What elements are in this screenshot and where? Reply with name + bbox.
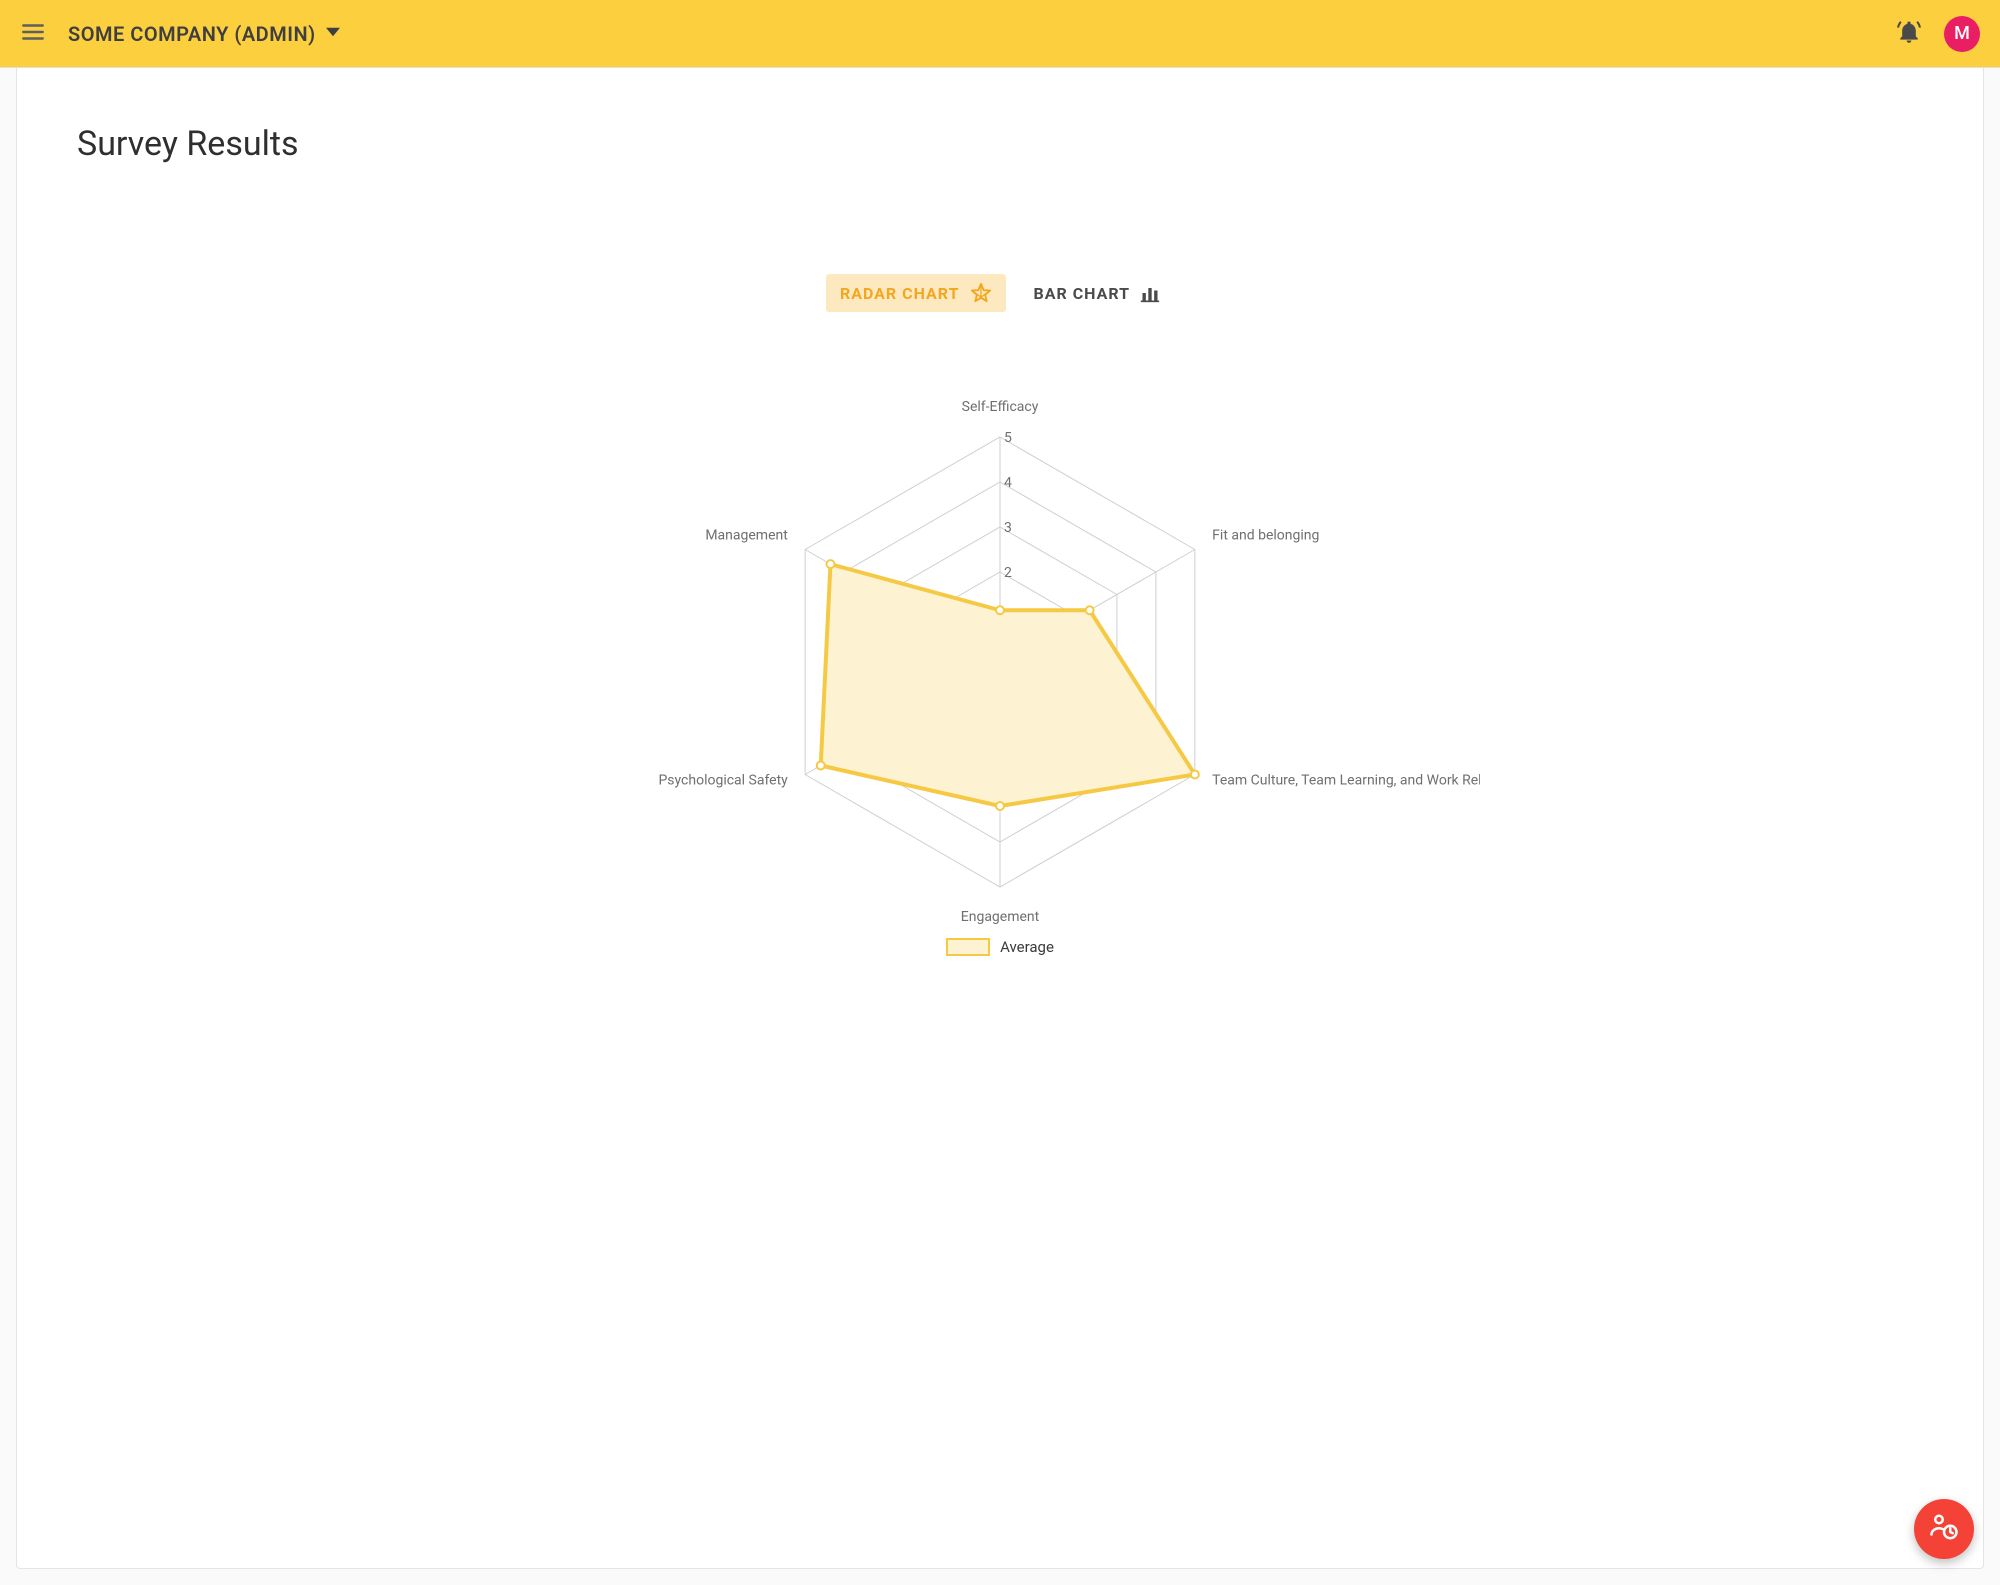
chart-type-tabs: RADAR CHART BAR CHART [77,274,1923,312]
svg-text:4: 4 [1004,475,1012,491]
tab-bar-label: BAR CHART [1034,284,1131,303]
svg-text:5: 5 [1004,430,1012,446]
svg-text:Team Culture, Team Learning, a: Team Culture, Team Learning, and Work Re… [1212,773,1480,789]
tab-radar-label: RADAR CHART [840,284,960,303]
chevron-down-icon [326,24,340,43]
radar-chart: 2 3 4 5 Self-Efficacy Fit and belonging Team C… [520,382,1480,932]
bar-chart-icon [1140,283,1160,303]
svg-text:Psychological Safety: Psychological Safety [658,773,788,789]
legend-label: Average [1000,938,1054,956]
legend-swatch [946,938,990,956]
company-picker[interactable]: SOME COMPANY (ADMIN) [68,22,340,46]
user-avatar[interactable]: M [1944,16,1980,52]
svg-text:Self-Efficacy: Self-Efficacy [962,399,1039,415]
svg-text:Engagement: Engagement [961,909,1040,925]
page-title: Survey Results [77,124,1923,164]
radar-star-icon [970,282,992,304]
svg-text:3: 3 [1004,520,1012,536]
chart-legend: Average [77,938,1923,956]
company-label: SOME COMPANY (ADMIN) [68,22,316,46]
tab-radar-chart[interactable]: RADAR CHART [826,274,1006,312]
topbar: SOME COMPANY (ADMIN) M [0,0,2000,68]
svg-text:2: 2 [1004,565,1012,581]
radar-chart-container: 2 3 4 5 Self-Efficacy Fit and belonging Team C… [77,382,1923,932]
notifications-icon[interactable] [1896,19,1922,49]
svg-text:Management: Management [705,528,788,544]
avatar-initial: M [1954,23,1970,44]
support-icon [1929,1512,1959,1546]
svg-text:Fit and belonging: Fit and belonging [1212,528,1319,544]
tab-bar-chart[interactable]: BAR CHART [1020,274,1175,312]
hamburger-menu-icon[interactable] [20,19,46,49]
support-fab[interactable] [1914,1499,1974,1559]
main-card: Survey Results RADAR CHART BAR CHART 2 3 4… [16,68,1984,1569]
